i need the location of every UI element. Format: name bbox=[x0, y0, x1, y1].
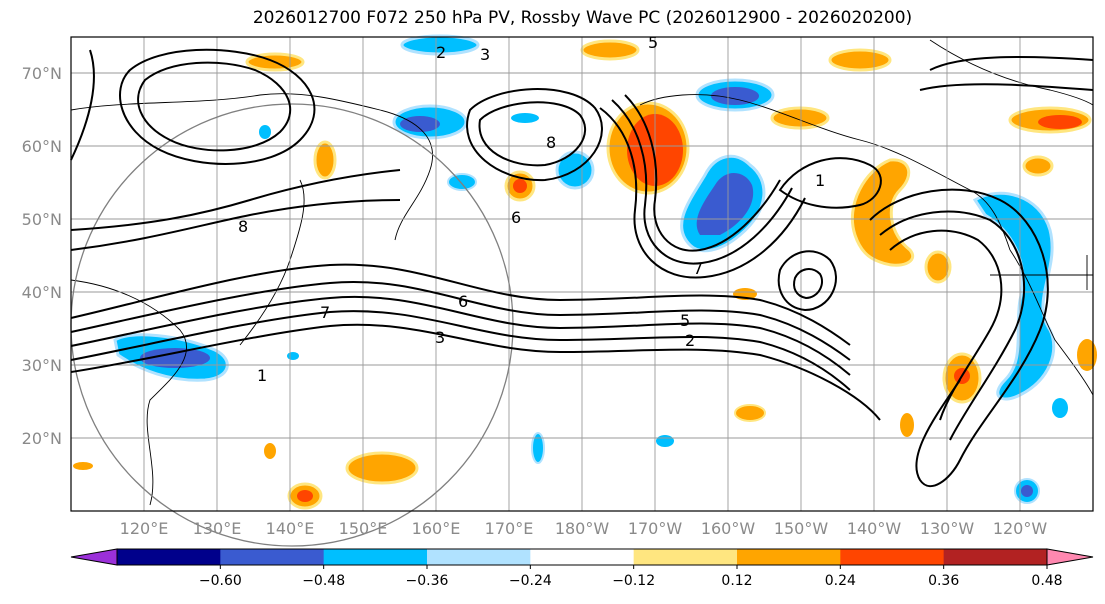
lon-label: 130°W bbox=[920, 519, 975, 538]
contour-label-1b: 1 bbox=[815, 171, 825, 190]
lat-label: 40°N bbox=[22, 283, 62, 302]
lat-label: 30°N bbox=[22, 356, 62, 375]
colorbar-tick-label: 0.48 bbox=[1031, 573, 1062, 589]
lon-label: 180°W bbox=[555, 519, 610, 538]
contour-label-8: 8 bbox=[546, 133, 556, 152]
contour-label-5b: 5 bbox=[680, 311, 690, 330]
lat-label: 70°N bbox=[22, 64, 62, 83]
map-frame bbox=[70, 36, 1094, 512]
colorbar-tick-label: −0.12 bbox=[612, 573, 655, 589]
contour-label-6: 6 bbox=[511, 208, 521, 227]
lon-label: 170°E bbox=[485, 519, 534, 538]
colorbar-segment bbox=[220, 549, 325, 565]
contour-label-3: 3 bbox=[480, 45, 490, 64]
contour-label-1: 1 bbox=[257, 366, 267, 385]
colorbar-tick-label: −0.48 bbox=[302, 573, 345, 589]
colorbar-segment bbox=[117, 549, 221, 565]
lon-label: 140°E bbox=[266, 519, 315, 538]
contour-label-7: 7 bbox=[693, 259, 703, 278]
colorbar-tick-label: 0.36 bbox=[928, 573, 959, 589]
lon-label: 120°E bbox=[120, 519, 169, 538]
colorbar-segment bbox=[323, 549, 428, 565]
lon-label: 150°E bbox=[339, 519, 388, 538]
map-title: 2026012700 F072 250 hPa PV, Rossby Wave … bbox=[252, 8, 913, 28]
lon-label: 120°W bbox=[993, 519, 1048, 538]
lat-axis: 70°N 60°N 50°N 40°N 30°N 20°N bbox=[22, 64, 62, 448]
lon-label: 170°W bbox=[628, 519, 683, 538]
contour-labels: 1 2 3 5 6 7 8 1 2 3 5 6 7 8 bbox=[238, 33, 825, 385]
contour-label-3b: 3 bbox=[435, 328, 445, 347]
lon-axis: 120°E 130°E 140°E 150°E 160°E 170°E 180°… bbox=[120, 519, 1048, 538]
lat-label: 60°N bbox=[22, 137, 62, 156]
pv-contours bbox=[70, 48, 1094, 487]
colorbar-tick-label: −0.24 bbox=[509, 573, 552, 589]
lon-label: 160°W bbox=[701, 519, 756, 538]
colorbar-segment bbox=[943, 549, 1048, 565]
colorbar-tick-label: −0.36 bbox=[406, 573, 449, 589]
colorbar-tick-label: 0.24 bbox=[825, 573, 856, 589]
graticule bbox=[71, 37, 1093, 511]
colorbar-extend-high bbox=[1046, 548, 1094, 566]
contour-label-2b: 2 bbox=[685, 331, 695, 350]
lon-label: 150°W bbox=[774, 519, 829, 538]
contour-label-6b: 6 bbox=[458, 292, 468, 311]
colorbar-segment bbox=[737, 549, 841, 565]
contour-label-8b: 8 bbox=[238, 217, 248, 236]
colorbar-extend-low bbox=[70, 548, 118, 566]
colorbar-segment bbox=[530, 549, 635, 565]
lon-label: 140°W bbox=[847, 519, 902, 538]
lat-label: 50°N bbox=[22, 210, 62, 229]
colorbar-tick-label: 0.12 bbox=[721, 573, 752, 589]
colorbar-segment bbox=[633, 549, 738, 565]
colorbar-tick-label: −0.60 bbox=[199, 573, 242, 589]
contour-label-7b: 7 bbox=[320, 303, 330, 322]
lon-label: 160°E bbox=[412, 519, 461, 538]
colorbar: −0.60 −0.48 −0.36 −0.24 −0.12 0.12 0.24 0.36 0.4… bbox=[70, 548, 1094, 589]
colorbar-segment bbox=[840, 549, 945, 565]
lat-label: 20°N bbox=[22, 429, 62, 448]
contour-label-5: 5 bbox=[648, 33, 658, 52]
colorbar-segment bbox=[427, 549, 531, 565]
contour-label-2: 2 bbox=[436, 43, 446, 62]
lon-label: 130°E bbox=[193, 519, 242, 538]
